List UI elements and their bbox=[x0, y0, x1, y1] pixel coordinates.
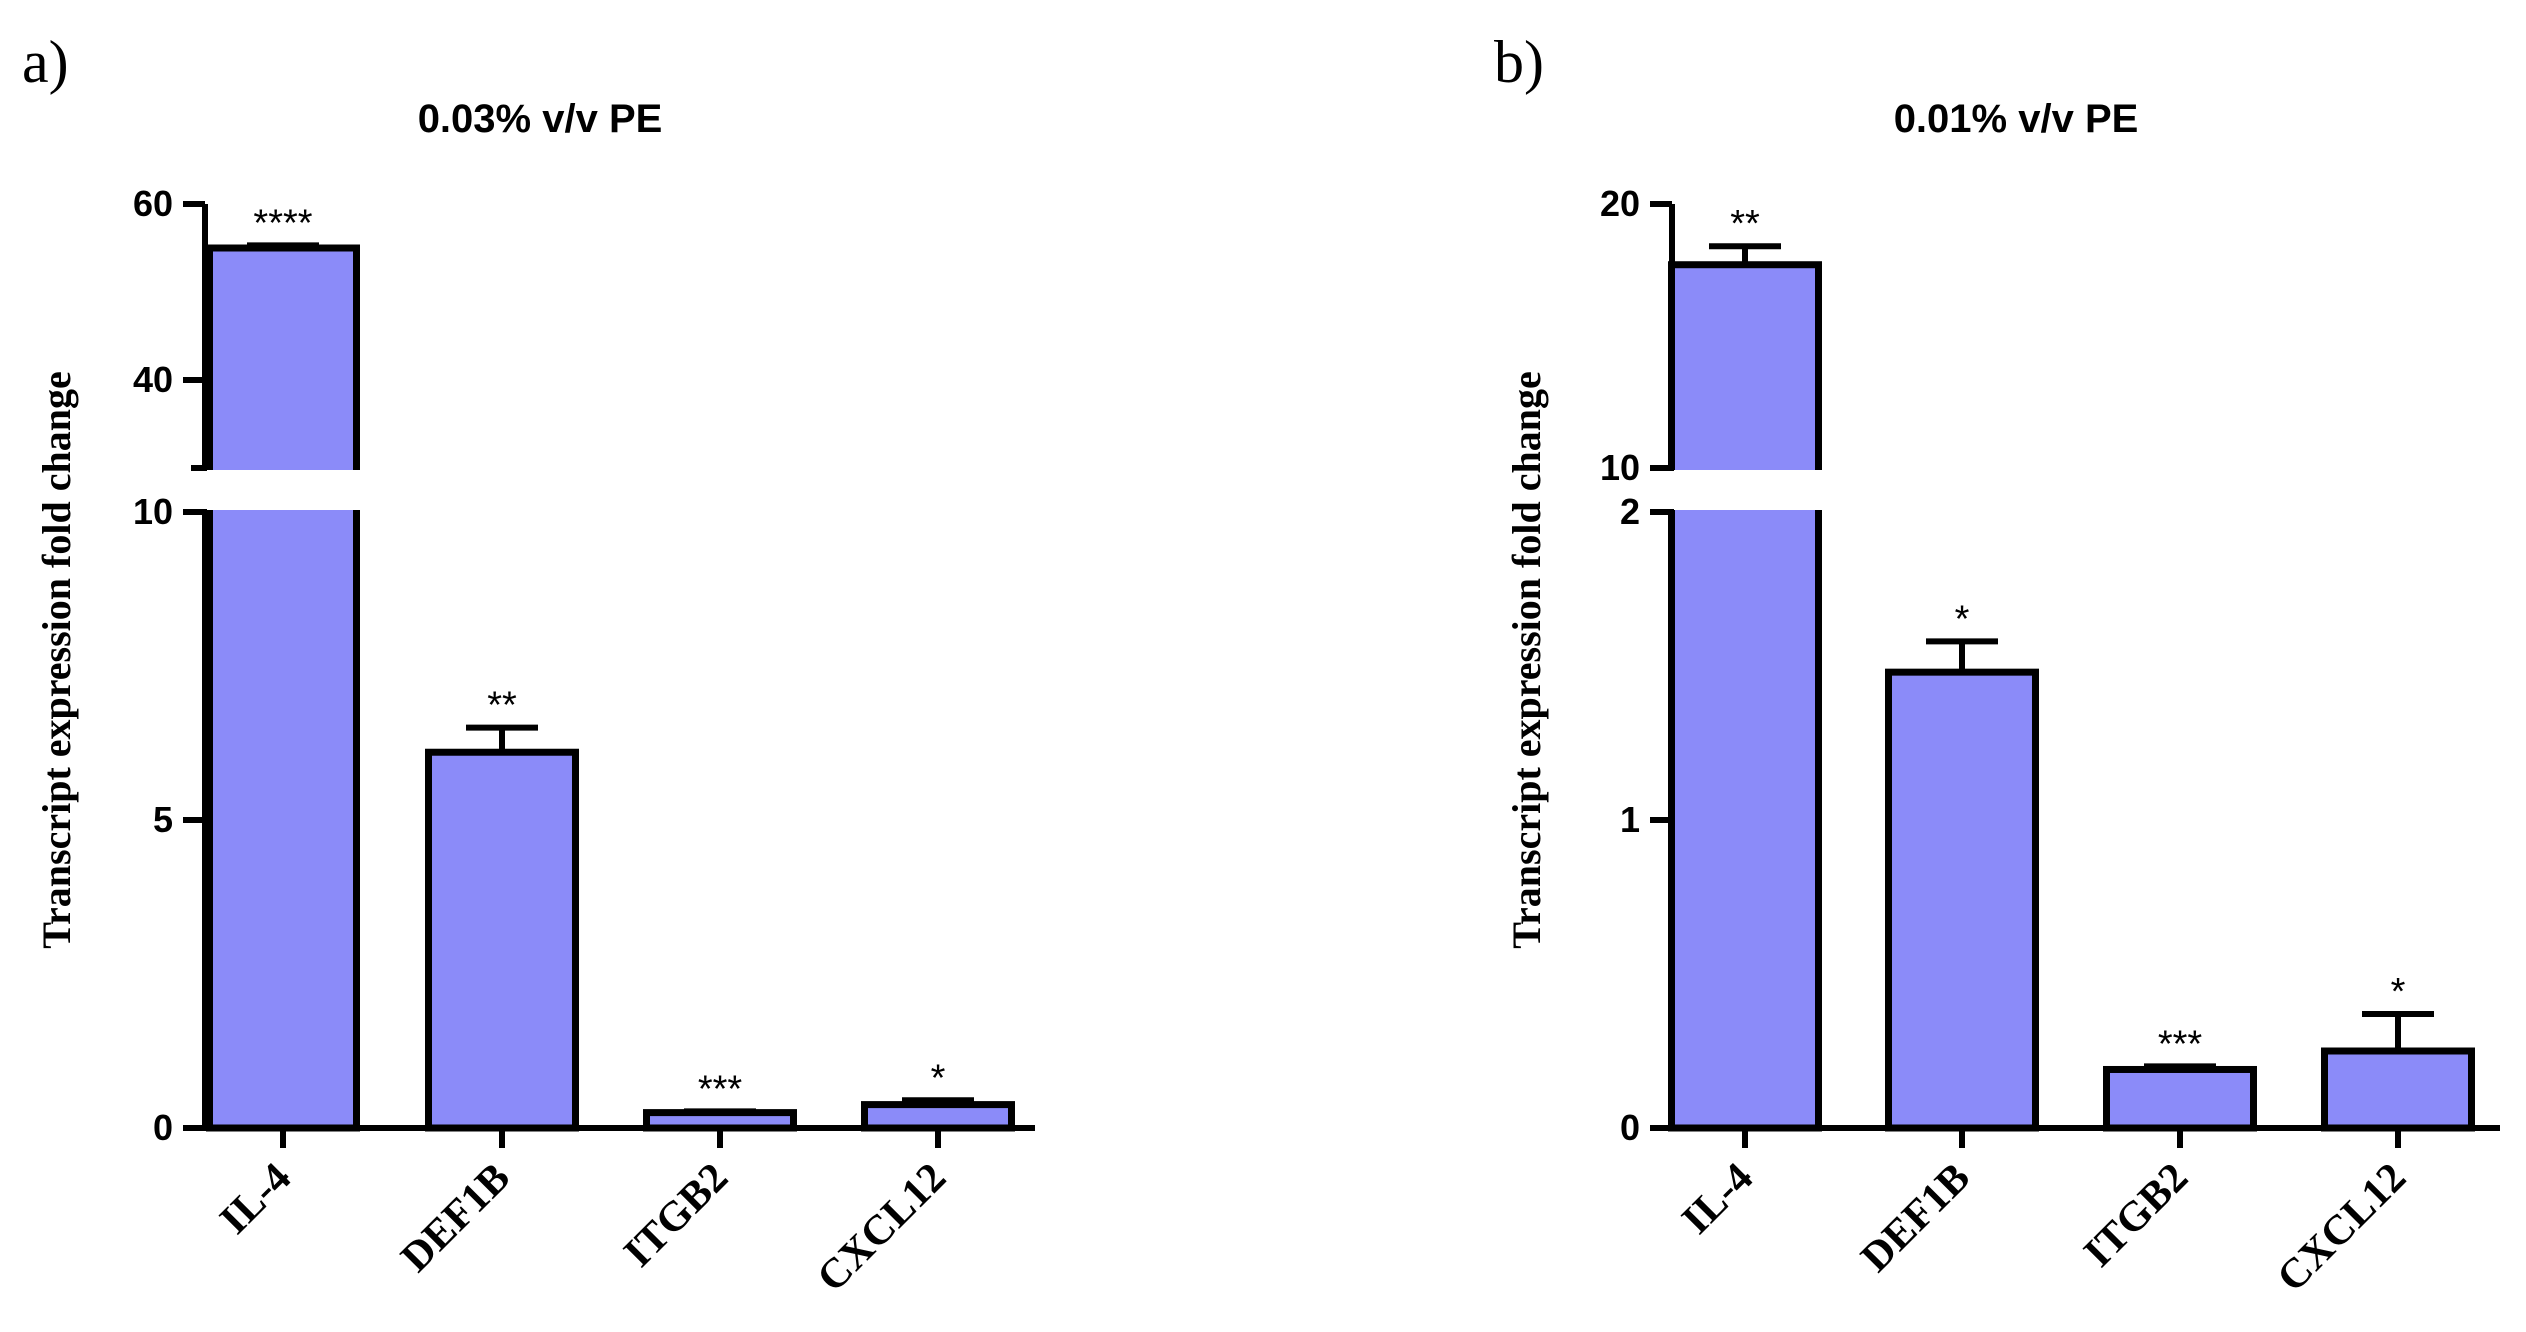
panel-a-ytick-label-60: 60 bbox=[133, 183, 173, 224]
panel-b-bar-il-4 bbox=[1668, 261, 1822, 1132]
panel-a: a) 0.03% v/v PE Transcript expression fo… bbox=[22, 29, 1035, 1301]
panel-a-title: 0.03% v/v PE bbox=[418, 97, 663, 141]
panel-b-category-label-itgb2: ITGB2 bbox=[2075, 1155, 2197, 1277]
panel-b-ytick-label-10: 10 bbox=[1600, 447, 1640, 488]
panel-a-ytick-label-10: 10 bbox=[133, 491, 173, 532]
panel-b-category-label-def1b: DEF1B bbox=[1852, 1155, 1979, 1282]
panel-b-title: 0.01% v/v PE bbox=[1894, 97, 2139, 141]
panel-a-bar-def1b bbox=[425, 748, 579, 1132]
panel-a-significance-3: * bbox=[931, 1057, 946, 1099]
panel-a-category-label-itgb2: ITGB2 bbox=[615, 1155, 737, 1277]
panel-b-ytick-label-0: 0 bbox=[1620, 1107, 1640, 1148]
panel-b-significance-2: *** bbox=[2158, 1023, 2203, 1065]
panel-b-significance-3: * bbox=[2391, 971, 2406, 1013]
panel-a-bar-il-4 bbox=[206, 244, 360, 1132]
panel-a-significance-2: *** bbox=[698, 1068, 743, 1110]
panel-a-axis-break-gap bbox=[193, 470, 365, 510]
panel-b-significance-0: ** bbox=[1730, 203, 1760, 245]
panel-a-category-label-def1b: DEF1B bbox=[392, 1155, 519, 1282]
panel-b-axis-break-gap bbox=[1660, 470, 1827, 510]
panel-a-ytick-label-0: 0 bbox=[153, 1107, 173, 1148]
panel-b-category-label-cxcl12: CXCL12 bbox=[2269, 1155, 2415, 1301]
panel-a-category-label-cxcl12: CXCL12 bbox=[809, 1155, 955, 1301]
panel-a-category-label-il-4: IL-4 bbox=[211, 1155, 300, 1244]
panel-b-category-label-il-4: IL-4 bbox=[1673, 1155, 1762, 1244]
panel-a-ylabel: Transcript expression fold change bbox=[34, 371, 79, 948]
panel-b-bar-itgb2 bbox=[2103, 1065, 2257, 1132]
panel-b-letter: b) bbox=[1494, 29, 1544, 95]
panel-a-ytick-label-40: 40 bbox=[133, 359, 173, 400]
panel-a-ytick-label-5: 5 bbox=[153, 799, 173, 840]
panel-a-significance-1: ** bbox=[487, 685, 517, 727]
panel-b-ytick-label-2: 2 bbox=[1620, 491, 1640, 532]
panel-b-bar-def1b bbox=[1885, 668, 2039, 1132]
panel-b: b) 0.01% v/v PE Transcript expression fo… bbox=[1494, 29, 2500, 1301]
panel-b-ytick-label-1: 1 bbox=[1620, 799, 1640, 840]
panel-b-bar-cxcl12 bbox=[2321, 1047, 2475, 1132]
panel-a-significance-0: **** bbox=[253, 202, 312, 244]
panel-b-ytick-label-20: 20 bbox=[1600, 183, 1640, 224]
panel-a-bar-cxcl12 bbox=[861, 1101, 1015, 1132]
panel-a-letter: a) bbox=[22, 29, 69, 95]
panel-b-ylabel: Transcript expression fold change bbox=[1504, 371, 1549, 948]
panel-b-significance-1: * bbox=[1955, 598, 1970, 640]
